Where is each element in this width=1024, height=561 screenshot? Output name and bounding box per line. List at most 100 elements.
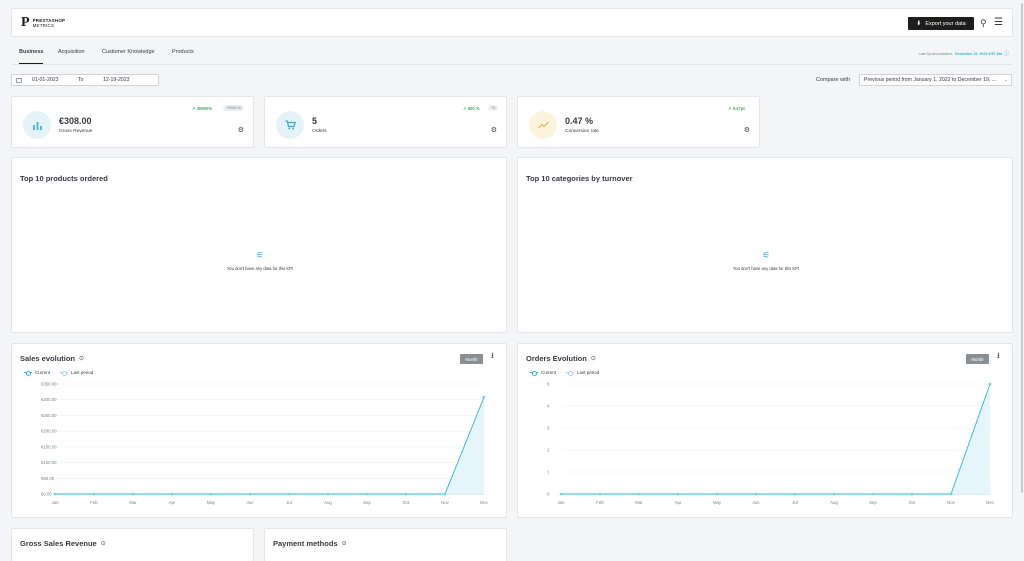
legend-label: Last period bbox=[71, 370, 94, 375]
info-icon[interactable]: ⊙ bbox=[79, 356, 85, 362]
chart-legend: Current Last period bbox=[530, 370, 599, 376]
data-point bbox=[637, 492, 641, 496]
tab-acquisition[interactable]: Acquisition bbox=[58, 49, 85, 55]
tab-products[interactable]: Products bbox=[172, 49, 194, 55]
x-tick-label: Sep bbox=[869, 500, 877, 505]
y-tick-label: €50.00 bbox=[41, 476, 55, 481]
logo-line1: PRESTASHOP bbox=[32, 18, 66, 23]
tab-business[interactable]: Business bbox=[19, 49, 44, 64]
kpi-trend: ↗ 0.47pt bbox=[728, 106, 745, 111]
pin-off-icon[interactable]: ⚲ bbox=[980, 18, 987, 28]
data-point bbox=[559, 492, 563, 496]
x-tick-label: May bbox=[207, 500, 216, 505]
compare-period-select[interactable]: Previous period from January 1, 2022 to … bbox=[859, 74, 1012, 86]
y-tick-label: 2 bbox=[547, 448, 550, 453]
x-tick-label: Aug bbox=[830, 500, 838, 505]
y-tick-label: €200.00 bbox=[41, 429, 57, 434]
cart-glyph bbox=[285, 120, 296, 130]
legend-current[interactable]: Current bbox=[530, 370, 557, 376]
panel-title: Top 10 products ordered bbox=[20, 174, 108, 183]
download-icon[interactable]: ⭳ bbox=[997, 351, 1000, 360]
info-icon[interactable]: ⊙ bbox=[590, 356, 596, 362]
empty-state-text: You don't have any data for this KPI bbox=[732, 266, 800, 271]
date-to-field[interactable]: 12-19-2023 bbox=[103, 77, 130, 83]
legend-marker bbox=[60, 370, 69, 376]
data-point bbox=[53, 492, 57, 496]
kpi-value: 0.47 % bbox=[565, 116, 594, 126]
page-scrollbar[interactable] bbox=[1020, 0, 1024, 561]
tab-customer-knowledge[interactable]: Customer Knowledge bbox=[102, 49, 155, 55]
legend-label: Current bbox=[541, 370, 557, 375]
series-line-current bbox=[55, 397, 485, 495]
month-toggle-button[interactable]: Month bbox=[460, 354, 483, 364]
data-point bbox=[443, 492, 447, 496]
sales-evolution-chart: €0.00 €50.00 €100.00 €150.00 €200.00 €250.00 €… bbox=[41, 382, 489, 506]
data-point bbox=[988, 382, 992, 386]
kpi-trend: ↗ 500 % bbox=[463, 106, 480, 111]
date-range-picker[interactable]: 01-01-2023 To 12-19-2023 bbox=[11, 74, 159, 86]
info-icon[interactable]: ⊙ bbox=[100, 541, 106, 547]
y-tick-label: 4 bbox=[547, 404, 550, 409]
info-icon[interactable]: ⓘ bbox=[1003, 51, 1009, 57]
gear-icon[interactable]: ⚙ bbox=[743, 127, 750, 134]
legend-last-period[interactable]: Last period bbox=[60, 370, 94, 376]
export-data-button[interactable]: ⬇ Export your data bbox=[908, 17, 974, 30]
kpi-label: Conversion rate bbox=[565, 129, 599, 134]
sync-value: December 19, 2023 9:57 AM bbox=[954, 51, 1002, 56]
data-point bbox=[209, 492, 213, 496]
y-tick-label: €350.00 bbox=[41, 382, 57, 387]
download-icon[interactable]: ⭳ bbox=[491, 351, 494, 360]
data-point bbox=[326, 492, 330, 496]
sync-label: Last Synchronization: bbox=[918, 51, 953, 56]
orders-evolution-chart: 0 1 2 3 4 5 Jan Feb Mar Apr May Jun Jul Aug Sep Oct Nov D… bbox=[547, 382, 995, 506]
panel-title: Orders Evolution ⊙ bbox=[526, 354, 596, 363]
kpi-badge: +€308.00 bbox=[223, 105, 245, 111]
compare-label: Compare with bbox=[816, 77, 850, 83]
x-tick-label: Feb bbox=[596, 500, 604, 505]
x-tick-label: Dec bbox=[480, 500, 488, 505]
sales-title: Sales evolution bbox=[20, 354, 76, 363]
logo-text: PRESTASHOP METRICS bbox=[33, 18, 66, 28]
chart-legend: Current Last period bbox=[24, 370, 94, 376]
y-tick-label: €150.00 bbox=[41, 444, 57, 449]
gear-icon[interactable]: ⚙ bbox=[237, 127, 244, 134]
x-tick-label: Jun bbox=[753, 500, 761, 505]
info-icon[interactable]: ⊙ bbox=[341, 541, 347, 547]
legend-current[interactable]: Current bbox=[24, 370, 50, 376]
kpi-trend: ↗ 30800% bbox=[192, 106, 213, 111]
scrollbar-thumb[interactable] bbox=[1021, 3, 1023, 493]
prestashop-metrics-logo[interactable]: P PRESTASHOP METRICS bbox=[21, 15, 66, 30]
kpi-value: 5 bbox=[312, 116, 318, 126]
y-tick-label: €250.00 bbox=[41, 413, 57, 418]
last-sync-info: Last Synchronization: December 19, 2023 … bbox=[919, 50, 1009, 57]
series-area-current bbox=[561, 384, 990, 494]
legend-marker bbox=[530, 370, 538, 376]
x-tick-label: Jul bbox=[792, 500, 798, 505]
series-area-current bbox=[55, 397, 484, 494]
panel-title: Sales evolution ⊙ bbox=[20, 354, 84, 363]
logo-mark: P bbox=[21, 15, 30, 30]
y-tick-label: €300.00 bbox=[41, 397, 57, 402]
kpi-trend-value: 0.47pt bbox=[732, 106, 745, 111]
trend-icon bbox=[529, 111, 557, 139]
gear-icon[interactable]: ⚙ bbox=[490, 127, 497, 134]
empty-state-text: You don't have any data for this KPI bbox=[226, 266, 294, 271]
hamburger-icon[interactable]: ☰ bbox=[994, 17, 1003, 28]
month-toggle-button[interactable]: Month bbox=[966, 354, 989, 364]
data-point bbox=[793, 492, 797, 496]
orders-evolution-panel: Orders Evolution ⊙ Month ⭳ Current Last … bbox=[517, 343, 1013, 518]
download-icon: ⬇ bbox=[916, 21, 922, 27]
legend-last-period[interactable]: Last period bbox=[566, 370, 599, 376]
data-point bbox=[365, 492, 369, 496]
gross-sales-revenue-panel: Gross Sales Revenue ⊙ bbox=[11, 528, 254, 561]
date-from-field[interactable]: 01-01-2023 bbox=[32, 77, 59, 83]
kpi-label: Orders bbox=[312, 129, 327, 134]
x-tick-label: May bbox=[713, 500, 722, 505]
y-tick-label: 0 bbox=[547, 492, 550, 497]
x-tick-label: Nov bbox=[441, 500, 449, 505]
empty-chart-icon: ⚟ bbox=[256, 250, 265, 260]
compare-value: Previous period from January 1, 2022 to … bbox=[864, 77, 997, 83]
tab-bar: Business Acquisition Customer Knowledge … bbox=[11, 43, 1013, 65]
series-line-current bbox=[561, 383, 991, 495]
x-tick-label: Oct bbox=[909, 500, 916, 505]
